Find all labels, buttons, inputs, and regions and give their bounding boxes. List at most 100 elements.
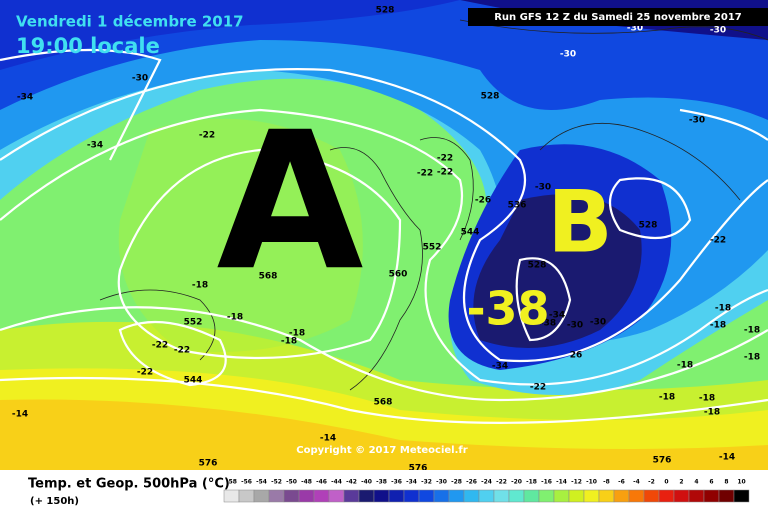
- contour-label: -18: [677, 361, 693, 371]
- colorbar-swatch: [448, 489, 465, 503]
- contour-label: 528: [481, 92, 500, 102]
- colorbar-swatch: [493, 489, 510, 503]
- colorbar-swatch: [313, 489, 330, 503]
- contour-label: 536: [508, 201, 527, 211]
- contour-label: -26: [475, 196, 491, 206]
- colorbar-swatch: [373, 489, 390, 503]
- colorbar-swatch: [523, 489, 540, 503]
- colorbar-swatch: [718, 489, 735, 503]
- colorbar-tick-label: -2: [648, 479, 655, 486]
- colorbar-tick-label: -56: [241, 479, 252, 486]
- colorbar-tick-label: -34: [406, 479, 417, 486]
- colorbar-swatch: [643, 489, 660, 503]
- contour-label: -18: [281, 337, 297, 347]
- contour-label: 576: [409, 464, 428, 474]
- colorbar-tick-label: -18: [526, 479, 537, 486]
- colorbar-swatch: [583, 489, 600, 503]
- colorbar-tick-label: -20: [511, 479, 522, 486]
- colorbar-tick-label: -8: [603, 479, 610, 486]
- run-info: Run GFS 12 Z du Samedi 25 novembre 2017: [494, 12, 742, 23]
- colorbar-tick-label: 0: [664, 479, 668, 486]
- contour-label: -18: [699, 394, 715, 404]
- contour-label: -18: [289, 329, 305, 339]
- colorbar-tick-label: -38: [376, 479, 387, 486]
- contour-label: -14: [12, 410, 28, 420]
- contour-label: -22: [710, 236, 726, 246]
- contour-label: -22: [437, 154, 453, 164]
- contour-label: -34: [492, 362, 508, 372]
- colorbar-swatch: [598, 489, 615, 503]
- colorbar-tick-label: -32: [421, 479, 432, 486]
- low-value: -38: [466, 282, 549, 336]
- colorbar-tick-label: -42: [346, 479, 357, 486]
- contour-label: -18: [704, 408, 720, 418]
- colorbar-swatch: [403, 489, 420, 503]
- contour-label: -18: [715, 304, 731, 314]
- colorbar-tick-label: 8: [724, 479, 728, 486]
- colorbar-tick-label: -44: [331, 479, 342, 486]
- contour-label: -30: [132, 74, 148, 84]
- contour-label: -18: [192, 281, 208, 291]
- colorbar-swatch: [628, 489, 645, 503]
- date: Vendredi 1 décembre 2017: [16, 13, 244, 31]
- colorbar-swatch: [358, 489, 375, 503]
- contour-label: -30: [567, 321, 583, 331]
- colorbar-tick-label: -12: [571, 479, 582, 486]
- colorbar-swatch: [238, 489, 255, 503]
- colorbar-tick-label: 10: [737, 479, 745, 486]
- colorbar-tick-label: -36: [391, 479, 402, 486]
- colorbar-swatch: [283, 489, 300, 503]
- colorbar-tick-label: -40: [361, 479, 372, 486]
- contour-label: 560: [389, 270, 408, 280]
- colorbar-tick-label: -4: [633, 479, 640, 486]
- colorbar-swatch: [328, 489, 345, 503]
- contour-label: 528: [376, 6, 395, 16]
- contour-label: -30: [689, 116, 705, 126]
- colorbar-tick-label: -52: [271, 479, 282, 486]
- colorbar-tick-label: 4: [694, 479, 698, 486]
- contour-label: 576: [653, 456, 672, 466]
- colorbar-swatch: [553, 489, 570, 503]
- colorbar-tick-label: -48: [301, 479, 312, 486]
- contour-label: 552: [184, 318, 203, 328]
- contour-label: 528: [528, 261, 547, 271]
- colorbar-tick-label: 6: [709, 479, 713, 486]
- contour-label: -18: [744, 353, 760, 363]
- colorbar-tick-label: -58: [226, 479, 237, 486]
- contour-label: 26: [570, 351, 583, 361]
- colorbar-tick-label: -26: [466, 479, 477, 486]
- colorbar-swatch: [223, 489, 240, 503]
- colorbar-swatch: [613, 489, 630, 503]
- colorbar-swatch: [688, 489, 705, 503]
- contour-label: -22: [137, 368, 153, 378]
- colorbar-tick-label: -30: [436, 479, 447, 486]
- contour-label: -22: [152, 341, 168, 351]
- contour-label: 544: [461, 228, 480, 238]
- contour-label: 552: [423, 243, 442, 253]
- contour-label: -22: [199, 131, 215, 141]
- colorbar-tick-label: -50: [286, 479, 297, 486]
- colorbar-swatch: [388, 489, 405, 503]
- low-pressure-label: B: [547, 172, 613, 272]
- colorbar-swatch: [538, 489, 555, 503]
- colorbar-tick-label: -46: [316, 479, 327, 486]
- contour-label: -22: [530, 383, 546, 393]
- contour-label: -30: [710, 26, 726, 36]
- contour-label: -18: [710, 321, 726, 331]
- colorbar-tick-label: -6: [618, 479, 625, 486]
- colorbar-swatch: [253, 489, 270, 503]
- colorbar-swatch: [673, 489, 690, 503]
- contour-label: 528: [639, 221, 658, 231]
- contour-label: -22: [437, 168, 453, 178]
- colorbar-tick-label: -22: [496, 479, 507, 486]
- run-box: [468, 8, 768, 26]
- colorbar-tick-label: -16: [541, 479, 552, 486]
- contour-label: -34: [87, 141, 103, 151]
- colorbar-swatch: [658, 489, 675, 503]
- contour-label: -30: [560, 50, 576, 60]
- high-pressure-label: A: [216, 91, 363, 312]
- contour-label: -18: [227, 313, 243, 323]
- colorbar-swatch: [508, 489, 525, 503]
- colorbar-swatch: [703, 489, 720, 503]
